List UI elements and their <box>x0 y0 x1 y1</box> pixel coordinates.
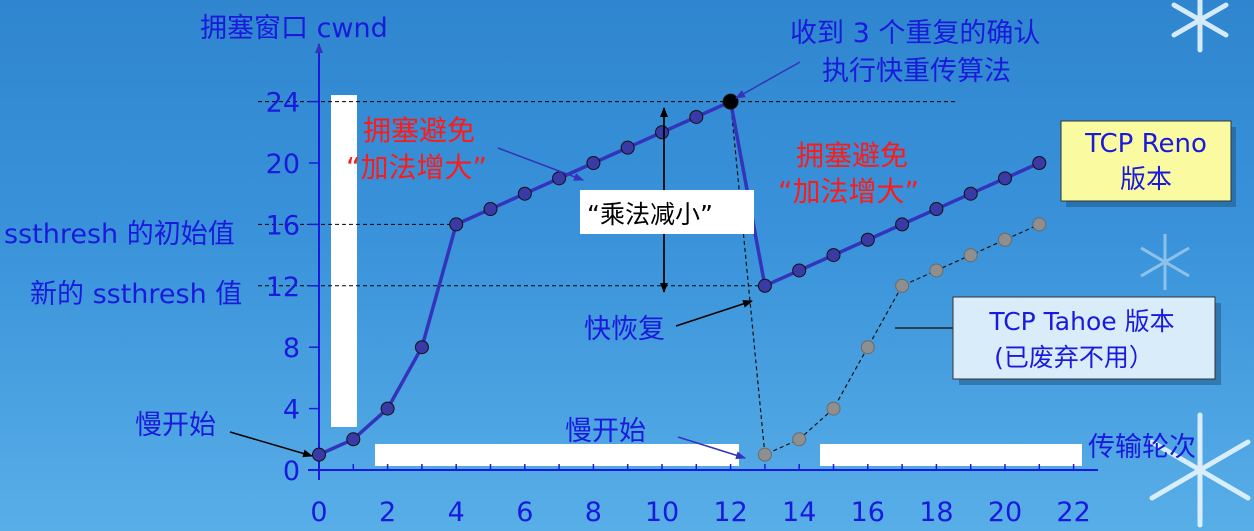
additive-increase-label-2: “加法增大” <box>778 175 919 208</box>
x-tick-label: 0 <box>310 497 327 528</box>
x-tick-label: 16 <box>851 497 885 528</box>
x-tick-label: 22 <box>1056 497 1090 528</box>
tahoe-point <box>895 278 910 293</box>
reno-version-box: TCP Reno 版本 <box>1060 120 1236 207</box>
reno-point <box>792 263 807 278</box>
mult-decrease-box <box>580 190 754 234</box>
x-tick-label: 8 <box>585 497 602 528</box>
x-tick-label: 2 <box>379 497 396 528</box>
reno-point <box>552 171 567 186</box>
reno-point <box>380 401 395 416</box>
y-tick-label: 16 <box>266 210 300 241</box>
x-tick-label: 10 <box>645 497 679 528</box>
reno-line <box>318 99 1041 457</box>
reno-point <box>963 186 978 201</box>
slow-start-label: 慢开始 <box>135 410 216 441</box>
tahoe-line <box>730 101 1040 456</box>
tahoe-point <box>963 248 978 263</box>
x-tick-label: 18 <box>919 497 953 528</box>
tahoe-point <box>757 447 772 462</box>
reno-title: TCP Reno <box>1084 129 1207 159</box>
additive-increase-label: “加法增大” <box>346 151 487 184</box>
tahoe-version-box: TCP Tahoe 版本 (已废弃不用） <box>952 296 1221 385</box>
reno-point <box>929 202 944 217</box>
reno-point <box>483 202 498 217</box>
reference-lines <box>258 101 955 287</box>
tahoe-point <box>826 401 841 416</box>
x-tick-label: 20 <box>988 497 1022 528</box>
white-bar <box>375 444 739 466</box>
dup-ack-label: 收到 3 个重复的确认 <box>790 18 1040 49</box>
reno-point <box>449 217 464 232</box>
snowflake-icon <box>1140 234 1190 290</box>
reno-point <box>722 93 739 110</box>
y-tick-label: 24 <box>266 88 300 119</box>
x-tick-label: 4 <box>448 497 465 528</box>
reno-point <box>826 248 841 263</box>
congestion-avoidance-label-2: 拥塞避免 <box>796 139 908 172</box>
tahoe-series <box>730 101 1047 462</box>
y-axis-title: 拥塞窗口 cwnd <box>200 13 388 44</box>
x-tick-labels: 0 2 4 6 8 10 12 14 16 18 20 22 <box>310 497 1090 528</box>
tahoe-point <box>1032 217 1047 232</box>
x-tick-label: 14 <box>782 497 816 528</box>
reno-point <box>414 340 429 355</box>
tahoe-point <box>792 432 807 447</box>
reno-point <box>757 278 772 293</box>
reno-point <box>998 171 1012 186</box>
reno-point <box>860 232 875 247</box>
tahoe-title: TCP Tahoe 版本 <box>988 307 1174 336</box>
ssthresh-initial-label: ssthresh 的初始值 <box>4 219 235 250</box>
reno-point <box>517 186 532 201</box>
y-tick-label: 0 <box>283 456 300 487</box>
y-tick-label: 8 <box>283 333 300 364</box>
y-tick-label: 4 <box>283 395 300 426</box>
axis-ticks <box>309 100 1075 471</box>
y-tick-label: 12 <box>266 272 300 303</box>
reno-point <box>1032 156 1047 170</box>
tahoe-point <box>929 263 944 278</box>
reno-point <box>586 156 601 170</box>
slow-start-label-2: 慢开始 <box>565 416 646 447</box>
snowflake-icon <box>1149 0 1251 528</box>
y-tick-label: 20 <box>266 149 300 180</box>
y-tick-labels: 0 4 8 12 16 20 24 <box>266 88 300 487</box>
congestion-avoidance-label: 拥塞避免 <box>363 114 475 147</box>
pointer-arrows <box>229 61 963 460</box>
reno-point <box>620 140 635 155</box>
x-tick-label: 12 <box>713 497 747 528</box>
reno-point <box>312 447 326 462</box>
mult-decrease-label: “乘法减小” <box>587 200 713 229</box>
reno-subtitle: 版本 <box>1120 165 1172 195</box>
x-tick-label: 6 <box>516 497 533 528</box>
tahoe-subtitle: (已废弃不用） <box>994 343 1154 372</box>
fast-retransmit-label: 执行快重传算法 <box>822 56 1011 87</box>
white-bar <box>331 95 357 427</box>
axes <box>308 43 1098 480</box>
fast-recovery-label: 快恢复 <box>584 314 665 345</box>
tahoe-point <box>998 232 1012 247</box>
reno-point <box>655 125 669 140</box>
white-bar <box>820 444 1082 466</box>
reno-series <box>312 93 1047 462</box>
ssthresh-new-label: 新的 ssthresh 值 <box>30 279 242 310</box>
reno-point <box>895 217 910 232</box>
reno-point <box>346 432 361 447</box>
x-axis-title: 传输轮次 <box>1088 432 1196 463</box>
tahoe-point <box>860 340 875 355</box>
reno-point <box>689 109 704 124</box>
